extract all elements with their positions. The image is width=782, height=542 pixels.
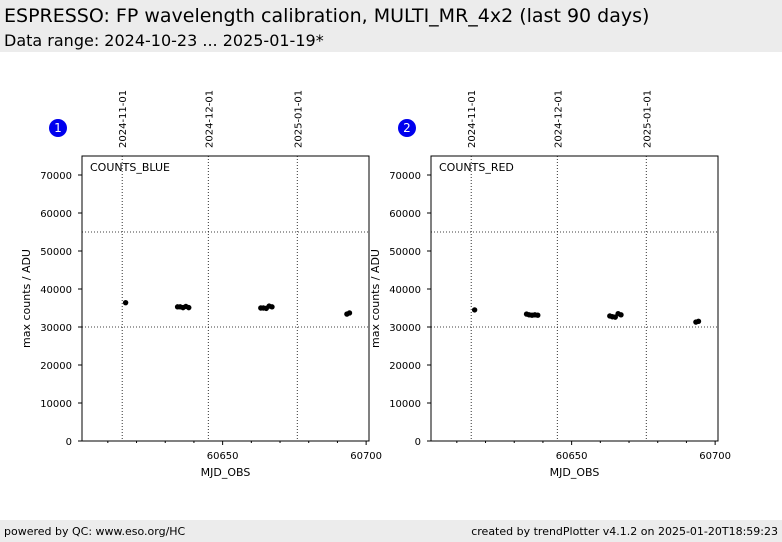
date-tick-label: 2024-11-01 (118, 90, 129, 148)
y-tick-label: 30000 (40, 323, 72, 334)
x-tick-label: 60700 (350, 451, 382, 462)
y-tick-label: 10000 (389, 399, 421, 410)
y-tick-label: 70000 (389, 171, 421, 182)
page-header: ESPRESSO: FP wavelength calibration, MUL… (0, 0, 782, 52)
data-point (618, 312, 624, 318)
data-point (535, 312, 541, 318)
y-tick-label: 60000 (389, 209, 421, 220)
y-axis-label: max counts / ADU (369, 249, 382, 348)
footer-generator: created by trendPlotter v4.1.2 on 2025-0… (471, 525, 778, 538)
data-point (269, 304, 275, 310)
y-tick-label: 0 (66, 437, 72, 448)
date-tick-label: 2024-12-01 (204, 90, 215, 148)
y-tick-label: 50000 (389, 247, 421, 258)
date-tick-label: 2024-12-01 (553, 90, 564, 148)
data-point (346, 310, 353, 316)
y-tick-label: 20000 (389, 361, 421, 372)
panel-label: COUNTS_BLUE (90, 161, 170, 174)
y-tick-label: 30000 (389, 323, 421, 334)
data-point (122, 299, 129, 306)
data-range-subtitle: Data range: 2024-10-23 ... 2025-01-19* (4, 31, 324, 50)
x-tick-label: 60650 (556, 451, 588, 462)
date-tick-label: 2025-01-01 (642, 90, 653, 148)
data-point (186, 304, 192, 311)
panel-number-label: 1 (54, 121, 62, 135)
y-tick-label: 20000 (40, 361, 72, 372)
x-tick-label: 60700 (699, 451, 731, 462)
y-tick-label: 70000 (40, 171, 72, 182)
date-tick-label: 2025-01-01 (293, 90, 304, 148)
plot-frame (81, 155, 370, 442)
panel-number-badge (398, 119, 416, 137)
panel-number-label: 2 (403, 121, 411, 135)
footer-credit: powered by QC: www.eso.org/HC (4, 525, 186, 538)
y-tick-label: 10000 (40, 399, 72, 410)
y-tick-label: 40000 (40, 285, 72, 296)
y-tick-label: 40000 (389, 285, 421, 296)
x-tick-label: 60650 (207, 451, 239, 462)
date-tick-label: 2024-11-01 (467, 90, 478, 148)
x-axis-label: MJD_OBS (550, 466, 600, 479)
data-point (695, 318, 702, 324)
panel-number-badge (49, 119, 67, 137)
page-footer: powered by QC: www.eso.org/HC created by… (0, 520, 782, 542)
y-tick-label: 60000 (40, 209, 72, 220)
page-title: ESPRESSO: FP wavelength calibration, MUL… (4, 5, 650, 27)
panel-label: COUNTS_RED (439, 161, 514, 174)
plot-frame (430, 155, 719, 442)
x-axis-label: MJD_OBS (201, 466, 251, 479)
y-tick-label: 0 (415, 437, 421, 448)
y-axis-label: max counts / ADU (20, 249, 33, 348)
data-point (471, 307, 478, 313)
y-tick-label: 50000 (40, 247, 72, 258)
